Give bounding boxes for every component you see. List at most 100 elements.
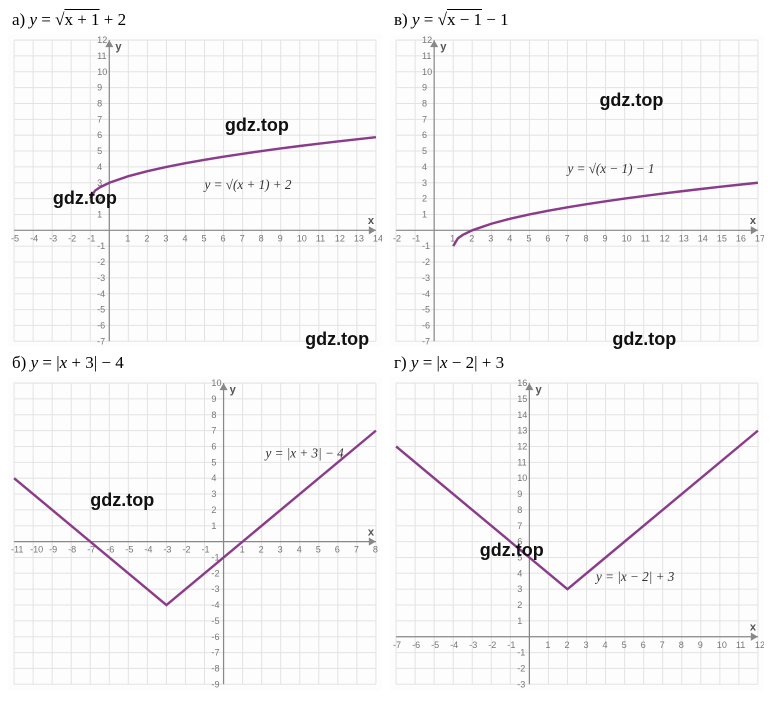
svg-text:y: y	[535, 385, 542, 397]
svg-text:-2: -2	[422, 257, 430, 267]
svg-text:-3: -3	[422, 273, 430, 283]
svg-text:-1: -1	[422, 241, 430, 251]
plot-b: xy-11-10-9-8-7-6-5-4-3-2-112345678-9-8-7…	[8, 377, 382, 690]
svg-text:-7: -7	[211, 648, 219, 658]
svg-text:4: 4	[182, 233, 187, 243]
svg-text:-7: -7	[97, 336, 105, 346]
svg-text:-2: -2	[211, 569, 219, 579]
cell-v: в) y = √x − 1 − 1 xy-2-11234567891011121…	[390, 8, 764, 347]
svg-text:1: 1	[211, 521, 216, 531]
svg-text:8: 8	[211, 410, 216, 420]
svg-text:3: 3	[488, 233, 493, 243]
svg-text:1: 1	[97, 209, 102, 219]
svg-text:9: 9	[422, 83, 427, 93]
svg-text:-1: -1	[87, 233, 95, 243]
svg-text:-3: -3	[97, 273, 105, 283]
svg-text:-2: -2	[393, 233, 401, 243]
svg-text:-5: -5	[431, 640, 439, 650]
svg-text:5: 5	[97, 146, 102, 156]
svg-text:3: 3	[517, 585, 522, 595]
label-a: а) y = √x + 1 + 2	[12, 10, 382, 30]
svg-text:5: 5	[201, 233, 206, 243]
svg-text:-6: -6	[412, 640, 420, 650]
svg-text:12: 12	[755, 640, 764, 650]
svg-text:10: 10	[717, 640, 727, 650]
svg-text:2: 2	[144, 233, 149, 243]
label-b: б) y = |x + 3| − 4	[12, 353, 382, 373]
svg-text:4: 4	[507, 233, 512, 243]
svg-text:-3: -3	[517, 680, 525, 690]
svg-text:10: 10	[211, 378, 221, 388]
svg-text:-5: -5	[11, 233, 19, 243]
svg-text:2: 2	[422, 194, 427, 204]
svg-text:8: 8	[422, 99, 427, 109]
svg-text:-3: -3	[211, 585, 219, 595]
svg-text:3: 3	[211, 489, 216, 499]
svg-text:2: 2	[564, 640, 569, 650]
svg-text:9: 9	[603, 233, 608, 243]
svg-text:-4: -4	[211, 600, 219, 610]
svg-text:7: 7	[97, 114, 102, 124]
svg-text:11: 11	[97, 51, 106, 61]
svg-text:14: 14	[698, 233, 708, 243]
svg-text:-2: -2	[68, 233, 76, 243]
svg-text:7: 7	[211, 426, 216, 436]
label-b-prefix: б)	[12, 353, 31, 372]
svg-text:-4: -4	[97, 289, 105, 299]
svg-text:9: 9	[211, 394, 216, 404]
plot-b-wrap: xy-11-10-9-8-7-6-5-4-3-2-112345678-9-8-7…	[8, 377, 382, 690]
svg-text:5: 5	[211, 458, 216, 468]
svg-text:-3: -3	[163, 545, 171, 555]
svg-text:-4: -4	[144, 545, 152, 555]
svg-text:8: 8	[517, 505, 522, 515]
svg-text:11: 11	[316, 233, 325, 243]
center-wm-left: gdz.top	[305, 329, 369, 350]
label-g-prefix: г)	[394, 353, 411, 372]
cell-a: а) y = √x + 1 + 2 xy-5-4-3-2-11234567891…	[8, 8, 382, 347]
svg-text:14: 14	[517, 410, 527, 420]
svg-text:2: 2	[97, 194, 102, 204]
chart-grid: а) y = √x + 1 + 2 xy-5-4-3-2-11234567891…	[8, 8, 764, 691]
svg-text:4: 4	[211, 474, 216, 484]
svg-text:10: 10	[622, 233, 632, 243]
svg-text:-1: -1	[97, 241, 105, 251]
svg-text:9: 9	[278, 233, 283, 243]
svg-text:-8: -8	[211, 664, 219, 674]
cell-g: gdz.top г) y = |x − 2| + 3 xy-7-6-5-4-3-…	[390, 351, 764, 690]
svg-text:x: x	[750, 622, 757, 634]
svg-text:15: 15	[717, 233, 727, 243]
svg-text:-11: -11	[11, 545, 23, 555]
svg-text:-4: -4	[450, 640, 458, 650]
svg-text:16: 16	[517, 378, 527, 388]
svg-text:5: 5	[526, 233, 531, 243]
plot-g: xy-7-6-5-4-3-2-1123456789101112-3-2-1123…	[390, 377, 764, 690]
svg-text:9: 9	[517, 489, 522, 499]
svg-text:2: 2	[211, 505, 216, 515]
svg-text:12: 12	[422, 35, 432, 45]
svg-text:-4: -4	[422, 289, 430, 299]
svg-text:13: 13	[679, 233, 689, 243]
svg-text:12: 12	[335, 233, 345, 243]
svg-text:11: 11	[641, 233, 650, 243]
svg-text:11: 11	[736, 640, 745, 650]
label-a-prefix: а)	[12, 10, 29, 29]
svg-text:13: 13	[517, 426, 527, 436]
svg-text:-6: -6	[106, 545, 114, 555]
svg-text:2: 2	[259, 545, 264, 555]
svg-text:1: 1	[545, 640, 550, 650]
svg-text:1: 1	[125, 233, 130, 243]
plot-a: xy-5-4-3-2-11234567891011121314-7-6-5-4-…	[8, 34, 382, 347]
svg-text:-4: -4	[30, 233, 38, 243]
svg-text:-9: -9	[49, 545, 57, 555]
svg-text:5: 5	[422, 146, 427, 156]
svg-text:-5: -5	[125, 545, 133, 555]
svg-text:5: 5	[316, 545, 321, 555]
svg-text:-2: -2	[517, 664, 525, 674]
svg-text:-2: -2	[182, 545, 190, 555]
svg-text:3: 3	[583, 640, 588, 650]
svg-text:6: 6	[422, 130, 427, 140]
svg-text:8: 8	[583, 233, 588, 243]
svg-text:-7: -7	[393, 640, 401, 650]
svg-text:8: 8	[259, 233, 264, 243]
svg-text:7: 7	[517, 521, 522, 531]
